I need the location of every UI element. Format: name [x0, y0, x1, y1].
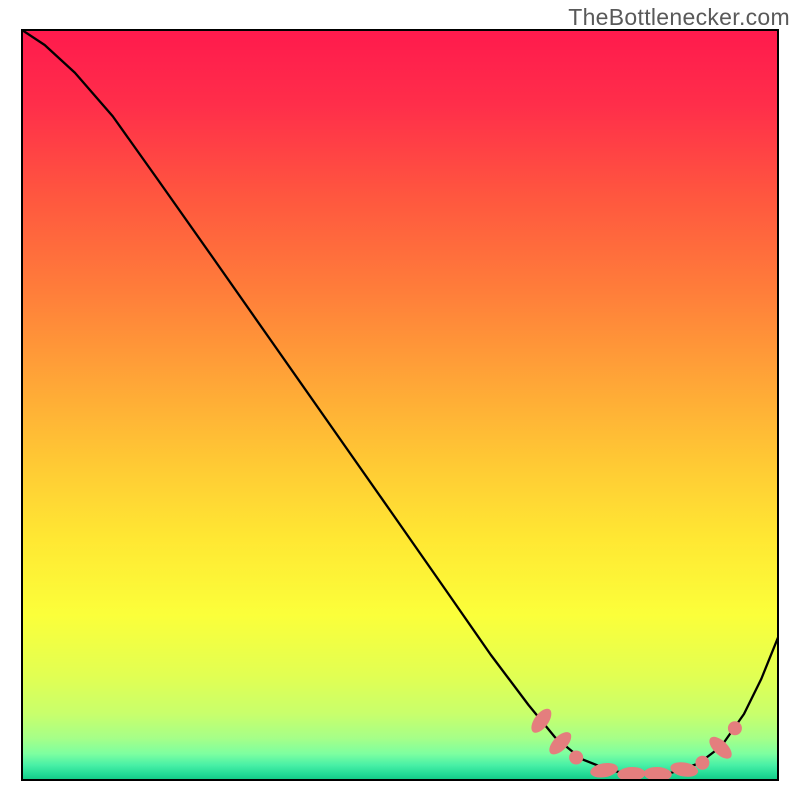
plot-background — [22, 30, 778, 780]
marker-dot — [695, 756, 709, 770]
marker-dot — [569, 751, 583, 765]
attribution-label: TheBottlenecker.com — [568, 4, 790, 31]
marker-dot — [728, 721, 742, 735]
bottleneck-chart — [0, 0, 800, 800]
